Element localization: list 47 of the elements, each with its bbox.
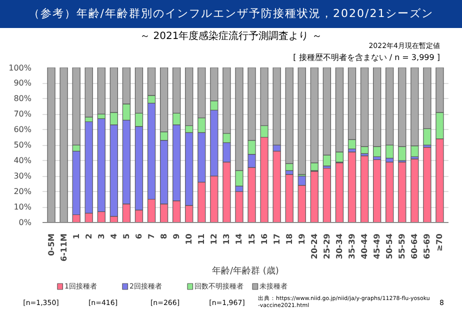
x-tick-label: 6 — [134, 233, 144, 240]
x-tick-label: 15 — [247, 233, 256, 245]
x-tick-label: 10 — [184, 233, 194, 245]
x-tick-label: 11 — [197, 233, 206, 245]
x-tick-label: 60-64 — [410, 233, 420, 260]
x-tick-label: 7 — [147, 233, 156, 240]
y-tick-label: 70% — [14, 110, 32, 118]
x-tick-label: 45-49 — [372, 233, 382, 260]
y-tick-label: 10% — [14, 202, 32, 212]
y-tick-label: 90% — [14, 78, 32, 88]
x-tick-label: 25-29 — [322, 233, 332, 260]
x-tick-label: 20-24 — [310, 233, 319, 260]
x-tick-label: 30-34 — [334, 233, 344, 260]
x-tick-label: 50-54 — [385, 233, 394, 260]
y-tick-label: 30% — [14, 172, 32, 180]
x-tick-label: 16 — [260, 233, 269, 245]
y-tick-label: 50% — [14, 140, 32, 150]
x-tick-label: 9 — [172, 233, 182, 240]
x-tick-label: 12 — [210, 233, 219, 245]
text: [ 接種歴不明者を含まない / n = 3,999 ] — [292, 52, 440, 63]
x-tick-label: 4 — [109, 233, 118, 240]
y-tick-label: 60% — [14, 125, 32, 134]
x-tick-label: 3 — [96, 233, 106, 240]
x-tick-label: 55-59 — [398, 233, 407, 260]
y-tick-label: 100% — [8, 64, 32, 72]
x-tick-label: 13 — [222, 233, 232, 245]
x-tick-label: 65-69 — [422, 233, 432, 260]
x-tick-label: ≥70 — [435, 233, 444, 252]
chart-subtitle: ～ 2021年度感染症流行予測調査より ～ — [140, 31, 322, 42]
y-tick-label: 0% — [18, 218, 32, 227]
x-tick-label: 6-11M — [59, 233, 68, 262]
chart-title: （参考）年齢/年齢群別のインフルエンザ予防接種状況，2020/21シーズン — [0, 0, 462, 28]
x-tick-label: 40-44 — [360, 233, 370, 260]
x-tick-label: 1 — [72, 233, 81, 240]
x-tick-label: 2 — [84, 233, 94, 240]
x-tick-label: 18 — [284, 233, 294, 245]
x-tick-label: 0-5M — [46, 233, 56, 256]
y-tick-label: 80% — [14, 94, 32, 103]
x-axis-title: 年齢/年齢群 (歳) — [212, 265, 279, 276]
x-tick-label: 35-39 — [348, 233, 357, 260]
y-tick-label: 40% — [14, 156, 32, 165]
y-tick-label: 20% — [14, 187, 32, 196]
x-tick-label: 14 — [234, 233, 244, 245]
x-tick-label: 17 — [272, 233, 282, 245]
x-tick-label: 8 — [160, 233, 169, 240]
x-tick-label: 19 — [297, 233, 306, 245]
x-tick-label: 5 — [122, 233, 131, 240]
